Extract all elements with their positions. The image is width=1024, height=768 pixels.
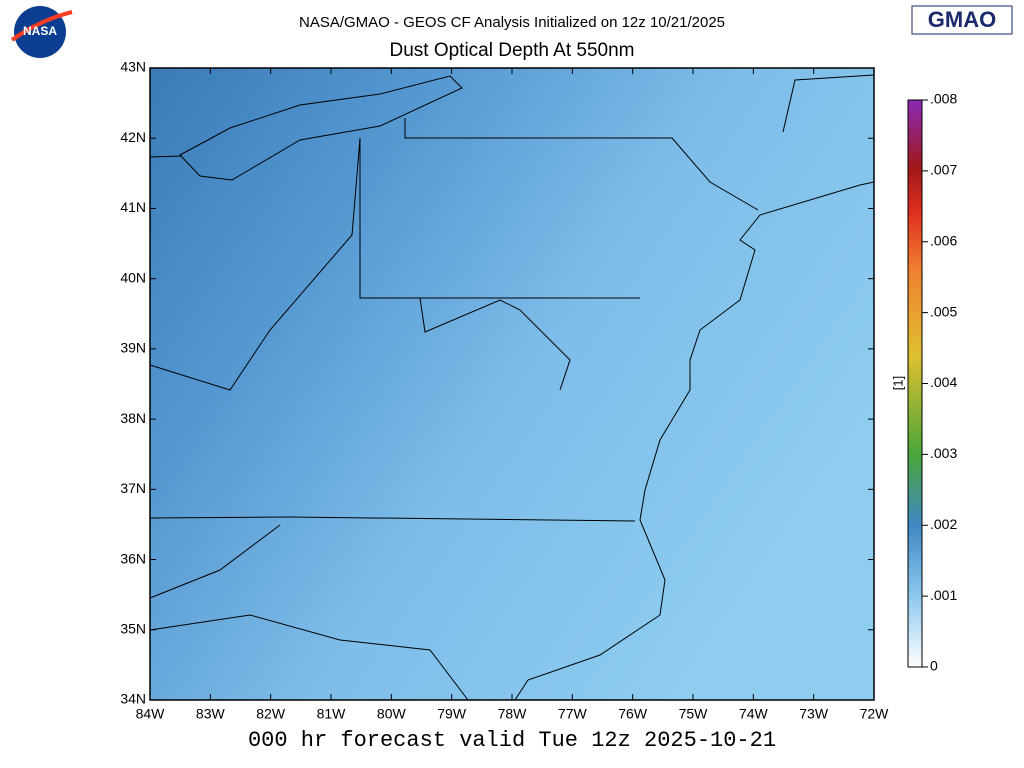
lon-tick-label: 80W [377,706,407,722]
lat-tick-label: 34N [120,691,146,707]
gmao-logo-text: GMAO [928,7,996,32]
nasa-logo-text: NASA [23,24,57,38]
colorbar-tick-label: .001 [930,587,957,603]
colorbar-tick-label: 0 [930,658,938,674]
lon-tick-label: 84W [136,706,166,722]
colorbar-tick-label: .007 [930,162,957,178]
colorbar-tick-label: .003 [930,445,957,461]
colorbar [907,99,923,668]
colorbar-tick-label: .006 [930,232,957,248]
lon-tick-label: 78W [498,706,528,722]
lat-tick-label: 39N [120,340,146,356]
lat-tick-label: 36N [120,550,146,566]
lon-tick-label: 77W [558,706,588,722]
nasa-logo: NASA [10,6,73,58]
lon-tick-label: 79W [437,706,467,722]
colorbar-label: [1] [890,376,905,390]
lon-tick-label: 75W [679,706,709,722]
lat-tick-label: 40N [120,269,146,285]
lon-tick-label: 76W [618,706,648,722]
lat-tick-label: 38N [120,410,146,426]
dust-field [150,68,874,700]
lat-tick-label: 35N [120,620,146,636]
colorbar-tick-label: .008 [930,91,957,107]
lat-tick-label: 41N [120,199,146,215]
lon-tick-label: 74W [739,706,769,722]
boundaries [149,74,875,701]
lon-tick-label: 82W [256,706,286,722]
title: NASA/GMAO - GEOS CF Analysis Initialized… [299,14,725,31]
lat-tick-label: 37N [120,480,146,496]
gmao-logo: GMAO [911,5,1013,35]
colorbar-tick-label: .002 [930,516,957,532]
lat-tick-label: 42N [120,129,146,145]
footer: 000 hr forecast valid Tue 12z 2025-10-21 [248,728,776,753]
lon-tick-label: 72W [860,706,890,722]
lat-tick-label: 43N [120,59,146,75]
subtitle: Dust Optical Depth At 550nm [389,40,634,61]
colorbar-tick-label: .004 [930,374,957,390]
colorbar-tick-label: .005 [930,303,957,319]
lon-tick-label: 83W [196,706,226,722]
lon-tick-label: 81W [317,706,347,722]
lon-tick-label: 73W [799,706,829,722]
